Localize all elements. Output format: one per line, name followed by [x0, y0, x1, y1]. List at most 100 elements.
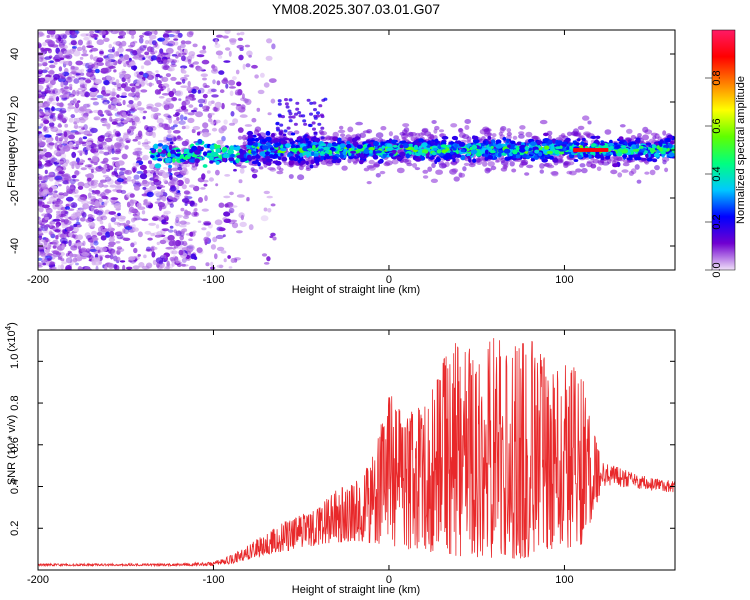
- spectrogram-cell: [263, 262, 270, 265]
- spectrogram-cell: [181, 247, 190, 251]
- spectrogram-cell: [572, 140, 577, 144]
- spectrogram-cell: [422, 175, 429, 179]
- spectrogram-cell: [134, 88, 140, 94]
- spectrogram-cell: [482, 161, 488, 167]
- spectrogram-cell: [175, 149, 181, 153]
- spectrogram-cell: [69, 86, 73, 91]
- spectrogram-cell: [211, 64, 216, 69]
- spectrogram-cell: [396, 156, 401, 161]
- spectrogram-cell: [231, 222, 239, 229]
- spectrogram-cell: [80, 217, 86, 222]
- spectrogram-cell: [70, 202, 78, 209]
- spectrogram-cell: [222, 35, 229, 39]
- spectrogram-cell: [175, 214, 184, 218]
- spectrogram-cell: [69, 161, 77, 167]
- spectrogram-cell: [60, 81, 64, 88]
- spectrogram-cell: [228, 79, 236, 86]
- spectrogram-cell: [156, 118, 164, 124]
- spectrogram-cell: [163, 104, 170, 111]
- spectrogram-cell: [137, 141, 141, 146]
- spectrogram-cell: [126, 176, 132, 180]
- x-tick-label: -200: [27, 574, 49, 586]
- spectrogram-cell: [263, 82, 270, 88]
- spectrogram-cell: [232, 118, 239, 124]
- spectrogram-cell: [170, 63, 177, 68]
- spectrogram-cell: [614, 145, 621, 149]
- spectrogram-cell: [280, 148, 287, 152]
- spectrogram-cell: [266, 158, 273, 162]
- spectrogram-cell: [150, 107, 159, 113]
- spectrogram-cell: [137, 100, 142, 107]
- spectrogram-cell: [41, 221, 47, 225]
- spectrogram-cell: [230, 219, 238, 223]
- spectrogram-cell: [85, 218, 93, 223]
- spectrogram-cell: [77, 100, 81, 103]
- spectrogram-cell: [64, 123, 69, 128]
- spectrogram-cell: [52, 117, 56, 122]
- spectrogram-cell: [242, 63, 246, 70]
- spectrogram-cell: [95, 166, 103, 172]
- spectrogram-cell: [59, 57, 65, 60]
- spectrogram-cell: [68, 240, 72, 247]
- spectrogram-cell: [131, 65, 138, 71]
- spectrogram-cell: [240, 157, 247, 162]
- spectrogram-cell: [162, 178, 167, 183]
- spectrogram-cell: [649, 147, 656, 154]
- spectrogram-cell: [215, 50, 223, 56]
- spectrogram-cell: [38, 257, 43, 261]
- spectrogram-cell: [137, 231, 143, 238]
- spectrogram-cell: [171, 261, 175, 267]
- spectrogram-cell: [221, 78, 229, 84]
- spectrogram-cell: [265, 55, 273, 61]
- spectrogram-cell: [187, 58, 192, 65]
- spectrogram-cell: [72, 212, 78, 217]
- spectrogram-cell: [263, 190, 270, 195]
- spectrogram-cells: [38, 30, 675, 270]
- spectrogram-cell: [261, 253, 268, 257]
- spectrogram-cell: [151, 217, 159, 221]
- spectrogram-cell: [320, 126, 325, 130]
- spectrogram-cell: [91, 221, 95, 227]
- spectrogram-cell: [267, 167, 276, 171]
- spectrogram-cell: [102, 174, 109, 178]
- spectrogram-cell: [115, 130, 121, 137]
- spectrogram-cell: [562, 141, 568, 145]
- spectrogram-cell: [390, 139, 397, 144]
- spectrogram-cell: [91, 181, 98, 186]
- spectrogram-cell: [202, 105, 211, 110]
- spectrogram-cell: [337, 137, 342, 142]
- spectrogram-cell: [147, 160, 153, 165]
- spectrogram-cell: [577, 154, 582, 159]
- spectrogram-cell: [44, 67, 50, 71]
- spectrogram-cell: [114, 216, 120, 220]
- spectrogram-cell: [466, 153, 471, 157]
- spectrogram-cell: [569, 170, 577, 176]
- snr-series-line: [38, 338, 675, 568]
- spectrogram-cell: [188, 30, 194, 36]
- spectrogram-cell: [48, 97, 54, 102]
- spectrogram-cell: [263, 207, 268, 212]
- spectrogram-cell: [71, 174, 77, 179]
- spectrogram-cell: [275, 122, 280, 126]
- spectrogram-cell: [180, 85, 189, 88]
- spectrogram-cell: [123, 63, 127, 67]
- spectrogram-cell: [101, 77, 107, 81]
- colorbar-label: Normalized spectral amplitude: [735, 76, 747, 224]
- spectrogram-cell: [247, 134, 254, 139]
- spectrogram-cell: [375, 132, 384, 139]
- spectrogram-cell: [525, 131, 533, 138]
- spectrogram-cell: [594, 153, 602, 159]
- spectrogram-cell: [41, 257, 48, 262]
- spectrogram-cell: [302, 146, 308, 152]
- y-tick-label: 20: [9, 96, 21, 108]
- spectrogram-cell: [122, 237, 131, 241]
- spectrogram-cell: [331, 158, 337, 164]
- spectrogram-cell: [451, 168, 459, 173]
- spectrogram-cell: [453, 176, 460, 182]
- spectrogram-cell: [85, 33, 92, 37]
- spectrogram-cell: [191, 88, 197, 94]
- spectrogram-cell: [650, 132, 658, 136]
- spectrogram-cell: [111, 200, 116, 204]
- spectrogram-cell: [305, 167, 311, 171]
- spectrogram-cell: [230, 153, 235, 158]
